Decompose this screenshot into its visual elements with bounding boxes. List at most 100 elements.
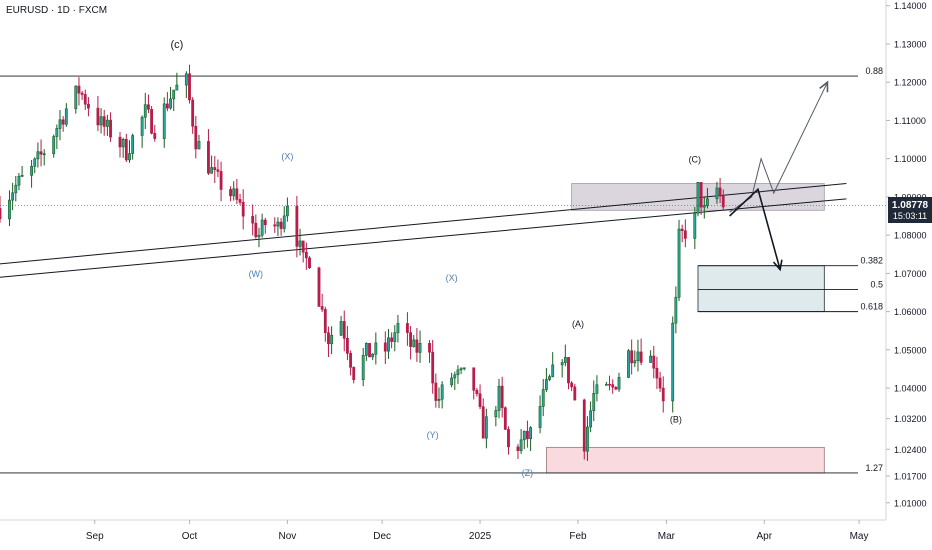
candle-down [254,222,258,238]
price-tick-label: 1.08000 [894,231,927,241]
candles [0,64,725,461]
candle-down [304,251,308,259]
candle-up [633,360,637,364]
candle-down [406,323,409,333]
candle-down [431,351,435,384]
candle-down [229,189,232,197]
price-tick-label: 1.05000 [894,345,927,355]
target-zone [697,265,825,313]
candle-down [83,94,87,105]
price-tick-label: 1.01000 [894,498,927,508]
candle-up [696,182,700,214]
candle-up [541,389,545,407]
candle-up [693,212,697,239]
price-tick-label: 1.02400 [894,445,927,455]
channel-trendline [0,183,847,265]
candle-up [36,151,40,160]
price-tick-label: 1.10000 [894,154,927,164]
time-tick-label: 2025 [469,531,492,542]
candle-up [529,427,532,440]
candle-up [30,165,33,176]
candle-down [263,219,267,226]
time-tick-label: Oct [182,531,198,542]
bearish-scenario-path [729,187,781,270]
candle-down [235,188,239,200]
trendlines [0,183,886,278]
price-axis[interactable]: 1.140001.130001.120001.110001.100001.090… [886,1,927,508]
candle-up [282,215,286,229]
candle-down [652,355,656,369]
candle-down [320,306,324,310]
candle-down [118,136,122,148]
candle-up [497,385,501,411]
candle-up [396,323,400,334]
candle-up [20,175,24,177]
price-tick-label: 1.11000 [894,116,926,126]
candle-down [352,367,356,381]
candle-up [715,187,719,200]
time-tick-label: Sep [86,531,104,542]
candle-up [99,116,103,126]
fib-label-0.88: 0.88 [865,66,883,76]
candle-up [298,240,302,247]
candle-down [478,393,482,408]
candle-down [327,332,330,345]
candle-down [194,125,198,150]
chart-grid [0,0,887,521]
fib-label-0.618: 0.618 [860,302,883,312]
candle-up [412,339,416,347]
candle-down [721,195,725,208]
candle-down [153,132,157,139]
candle-up [706,198,709,206]
candle-down [165,103,169,109]
candle-down [630,350,634,364]
candle-down [150,109,154,134]
candle-up [548,376,551,380]
candle-up [361,355,365,381]
candle-down [611,384,615,388]
time-tick-label: May [850,531,869,542]
wave-label: (C) [689,155,702,165]
candle-up [330,334,334,345]
candle-up [538,406,542,428]
candle-down [301,240,305,253]
candle-down [241,202,245,217]
time-axis[interactable]: Sep Oct Nov Dec 2025 Feb Mar Apr May [86,520,869,542]
wave-label: (X) [281,151,293,161]
candle-up [8,199,11,220]
time-tick-label: Dec [373,531,391,542]
price-tick-label: 1.07000 [894,269,927,279]
time-tick-label: Feb [569,531,587,542]
candle-down [96,107,100,126]
candle-up [33,158,37,167]
price-zones [545,183,825,474]
bearish-arrowhead [772,259,783,272]
candle-down [273,224,277,227]
candle-up [162,103,166,139]
candle-down [503,407,507,430]
candle-down [317,267,321,307]
price-badge-price: 1.08778 [892,200,929,211]
price-tick-label: 1.03200 [894,414,927,424]
price-badge-bg [888,197,932,223]
candle-up [450,377,454,386]
candle-up [677,228,681,298]
candle-down [238,199,242,203]
candle-up [519,439,523,451]
candle-up [551,364,555,377]
candle-up [459,368,463,371]
candle-up [560,362,564,366]
candle-down [308,257,311,269]
candle-up [522,430,526,441]
candle-up [232,188,236,197]
candle-down [87,103,90,109]
candle-up [14,184,18,194]
candle-up [437,398,441,401]
candle-down [516,446,520,451]
price-tick-label: 1.12000 [894,78,927,88]
candle-down [390,337,394,342]
candle-up [276,221,280,227]
candle-down [683,230,687,239]
candle-up [544,379,548,390]
